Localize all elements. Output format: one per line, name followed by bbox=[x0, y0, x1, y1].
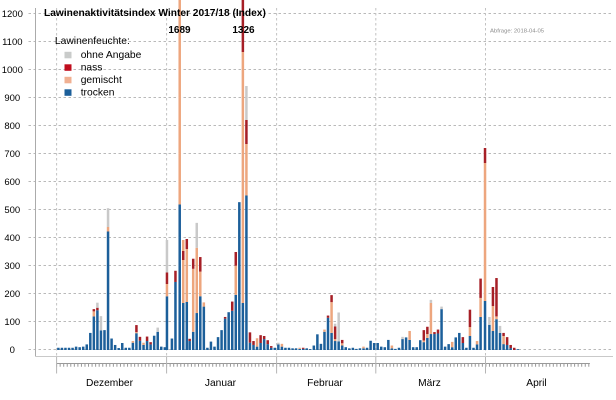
svg-text:1689: 1689 bbox=[168, 25, 191, 36]
svg-text:1326: 1326 bbox=[232, 25, 255, 36]
svg-text:0: 0 bbox=[10, 345, 15, 356]
svg-text:800: 800 bbox=[4, 121, 20, 132]
svg-text:1200: 1200 bbox=[2, 9, 23, 20]
svg-text:nass: nass bbox=[81, 63, 103, 74]
svg-text:Februar: Februar bbox=[307, 378, 343, 389]
svg-text:trocken: trocken bbox=[81, 88, 115, 99]
svg-text:1100: 1100 bbox=[2, 37, 22, 48]
svg-text:Januar: Januar bbox=[205, 378, 237, 389]
svg-text:März: März bbox=[418, 378, 441, 389]
svg-text:700: 700 bbox=[4, 149, 20, 160]
svg-text:500: 500 bbox=[4, 205, 20, 216]
svg-text:Abfrage: 2018-04-05: Abfrage: 2018-04-05 bbox=[490, 28, 545, 34]
svg-text:April: April bbox=[526, 378, 546, 389]
svg-text:gemischt: gemischt bbox=[81, 75, 122, 86]
svg-text:900: 900 bbox=[4, 93, 20, 104]
svg-text:400: 400 bbox=[4, 233, 20, 244]
svg-text:200: 200 bbox=[4, 289, 20, 300]
svg-text:100: 100 bbox=[4, 317, 20, 328]
svg-text:Dezember: Dezember bbox=[86, 378, 134, 389]
svg-text:ohne Angabe: ohne Angabe bbox=[81, 50, 142, 61]
svg-text:Lawinenfeuchte:: Lawinenfeuchte: bbox=[55, 36, 130, 47]
svg-text:Lawinenaktivitätsindex Winter: Lawinenaktivitätsindex Winter 2017/18 (I… bbox=[44, 8, 266, 19]
svg-text:1000: 1000 bbox=[2, 65, 23, 76]
svg-text:300: 300 bbox=[4, 261, 20, 272]
svg-text:600: 600 bbox=[4, 177, 20, 188]
